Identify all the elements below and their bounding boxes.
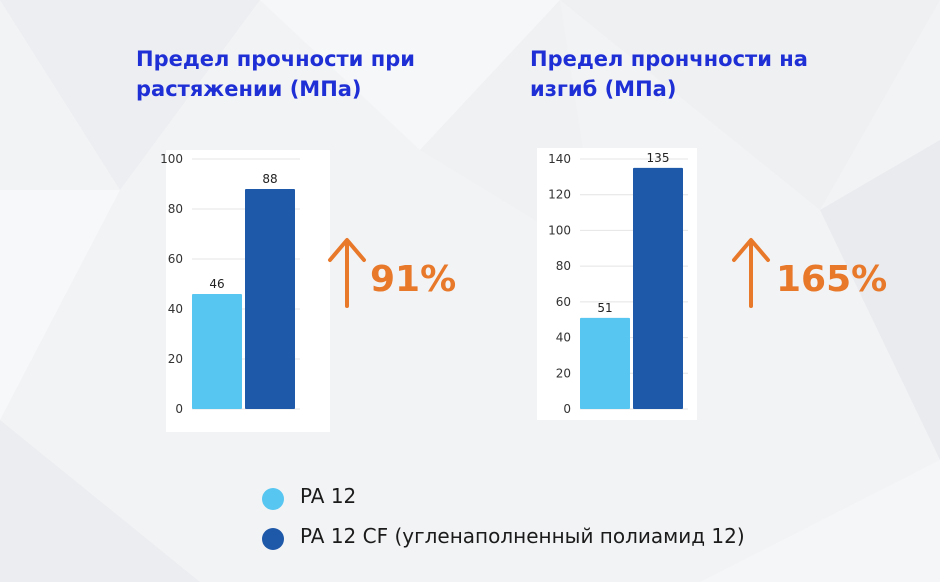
y-tick-label: 40: [556, 331, 571, 345]
data-label: 135: [647, 151, 670, 165]
legend-swatch-pa12cf: [262, 528, 284, 550]
y-tick-label: 0: [175, 402, 183, 416]
data-label: 88: [262, 172, 277, 186]
y-tick-label: 20: [168, 352, 183, 366]
y-tick-label: 80: [556, 259, 571, 273]
legend-swatch-pa12: [262, 488, 284, 510]
increase-percent-label: 165%: [776, 259, 887, 300]
y-tick-label: 140: [548, 152, 571, 166]
y-tick-label: 120: [548, 188, 571, 202]
y-tick-label: 20: [556, 366, 571, 380]
y-tick-label: 60: [556, 295, 571, 309]
bar: [633, 167, 683, 409]
y-tick-label: 40: [168, 302, 183, 316]
chart-title-tensile: Предел прочности при растяжении (МПа): [136, 47, 415, 101]
bar: [580, 317, 630, 409]
legend-label-pa12: PA 12: [300, 484, 357, 508]
bar: [192, 294, 242, 409]
y-tick-label: 60: [168, 252, 183, 266]
increase-arrow-head: [732, 238, 770, 262]
increase-arrow-head: [328, 238, 366, 262]
y-tick-label: 100: [548, 223, 571, 237]
y-tick-label: 80: [168, 202, 183, 216]
y-tick-label: 100: [160, 152, 183, 166]
data-label: 51: [597, 301, 612, 315]
increase-percent-label: 91%: [370, 259, 456, 300]
bar: [245, 189, 295, 409]
data-label: 46: [209, 277, 224, 291]
chart-title-flexural: Предел прончности на изгиб (МПа): [530, 47, 808, 101]
legend-label-pa12cf: PA 12 CF (угленаполненный полиамид 12): [300, 524, 745, 548]
y-tick-label: 0: [563, 402, 571, 416]
